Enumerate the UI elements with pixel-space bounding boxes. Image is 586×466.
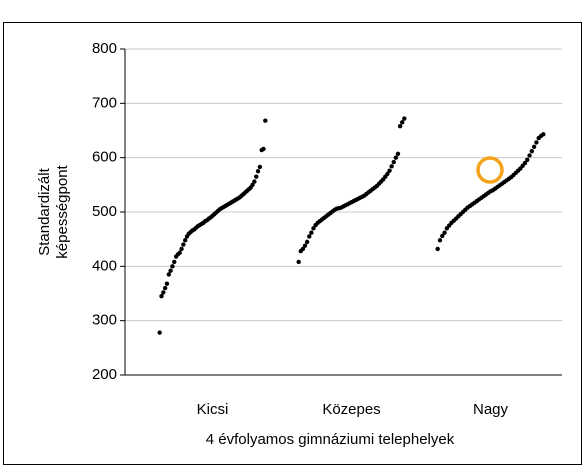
x-tick-label: Nagy — [473, 401, 509, 418]
point — [391, 159, 396, 165]
point — [296, 259, 301, 265]
point — [252, 179, 257, 184]
highlight-circle — [476, 156, 504, 184]
point — [522, 160, 528, 166]
point — [159, 294, 164, 299]
y-tick-label: 500 — [92, 203, 117, 220]
y-tick-label: 200 — [92, 366, 117, 383]
point — [397, 123, 403, 129]
point — [534, 140, 539, 145]
point — [166, 272, 171, 277]
point — [162, 285, 168, 291]
y-axis-title: Standardizált — [36, 167, 53, 255]
point — [168, 268, 173, 273]
point — [389, 164, 394, 169]
point — [304, 239, 310, 245]
point — [300, 246, 306, 252]
point — [157, 330, 162, 335]
point — [387, 168, 392, 173]
point — [527, 153, 532, 158]
point — [263, 118, 268, 123]
chart-border — [3, 22, 582, 465]
x-tick-label: Közepes — [322, 401, 380, 418]
point — [257, 164, 263, 170]
y-tick-label: 300 — [92, 312, 117, 329]
point — [179, 246, 184, 252]
point — [161, 290, 166, 295]
point — [254, 174, 259, 179]
point — [302, 243, 308, 248]
y-tick-label: 700 — [92, 94, 117, 111]
point — [440, 233, 445, 239]
point — [400, 120, 405, 125]
point — [181, 242, 186, 247]
point — [177, 250, 182, 255]
point — [435, 246, 440, 252]
point — [395, 151, 401, 157]
point — [385, 171, 390, 177]
y-tick-label: 400 — [92, 257, 117, 274]
point — [402, 116, 407, 121]
point — [525, 157, 530, 163]
x-tick-label: Kicsi — [197, 401, 229, 418]
point — [437, 238, 443, 243]
y-tick-label: 600 — [92, 149, 117, 166]
point — [182, 238, 188, 243]
x-axis-title: 4 évfolyamos gimnáziumi telephelyek — [206, 431, 455, 448]
point — [261, 146, 266, 152]
point — [442, 230, 447, 235]
point — [250, 182, 255, 188]
point — [311, 226, 316, 231]
point — [255, 169, 261, 174]
point — [309, 230, 314, 235]
point — [541, 132, 546, 137]
plot-area: 200 300 400 500 600 700 800 Kicsi Közepes Nagy — [92, 40, 562, 418]
point — [172, 259, 177, 265]
point — [529, 148, 535, 154]
point — [307, 234, 312, 239]
y-tick-label: 800 — [92, 40, 117, 57]
point — [393, 155, 399, 160]
point — [164, 281, 170, 286]
y-axis-title: képességpont — [54, 164, 71, 258]
point — [531, 144, 537, 149]
point — [170, 264, 175, 269]
